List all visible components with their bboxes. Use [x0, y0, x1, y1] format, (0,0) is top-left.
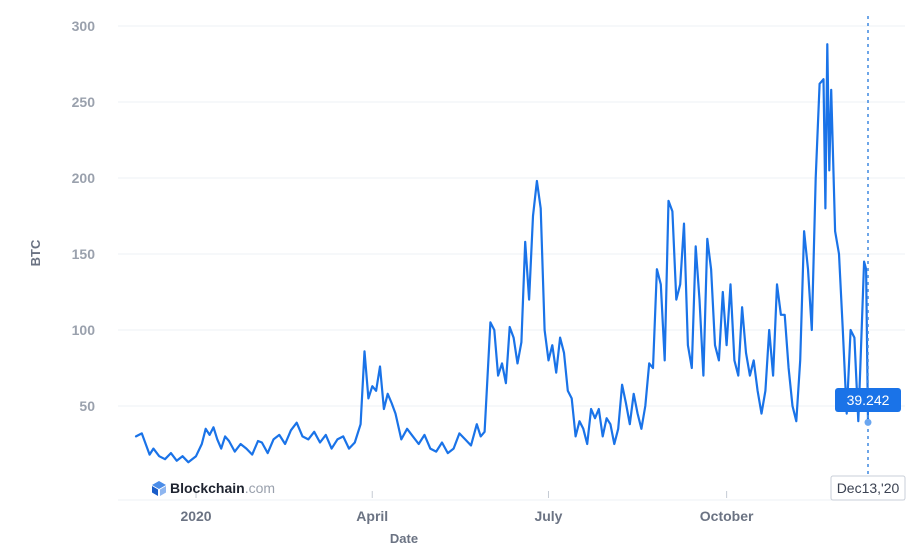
y-tick-label: 250	[72, 94, 96, 110]
x-tick-label: October	[700, 508, 754, 524]
x-tick-label: April	[356, 508, 388, 524]
y-tick-label: 50	[79, 398, 95, 414]
blockchain-logo-icon	[152, 481, 166, 496]
hover-point[interactable]	[864, 418, 872, 426]
x-tick-label: July	[534, 508, 562, 524]
brand-suffix: .com	[245, 480, 275, 496]
y-tick-label: 200	[72, 170, 96, 186]
date-tooltip-box	[830, 475, 906, 501]
value-tooltip-box	[835, 388, 901, 412]
x-axis-ticks: 2020 April July October	[180, 491, 754, 524]
date-tooltip-text: Dec13,'20	[837, 480, 900, 496]
brand-name: Blockchain	[170, 480, 245, 496]
x-axis-label: Date	[390, 531, 418, 546]
y-axis-ticks: 50 100 150 200 250 300	[72, 18, 96, 414]
svg-text:Blockchain.com: Blockchain.com	[170, 480, 275, 496]
y-tick-label: 100	[72, 322, 96, 338]
series-line-btc	[134, 43, 870, 464]
y-axis-label: BTC	[28, 239, 43, 266]
value-tooltip: 39.242	[835, 388, 901, 412]
value-tooltip-text: 39.242	[847, 392, 890, 408]
gridlines	[118, 25, 905, 407]
y-tick-label: 150	[72, 246, 96, 262]
brand-logo: Blockchain.com	[152, 480, 275, 496]
y-tick-label: 300	[72, 18, 96, 34]
x-tick-label: 2020	[180, 508, 211, 524]
date-tooltip: Dec13,'20	[830, 475, 906, 501]
